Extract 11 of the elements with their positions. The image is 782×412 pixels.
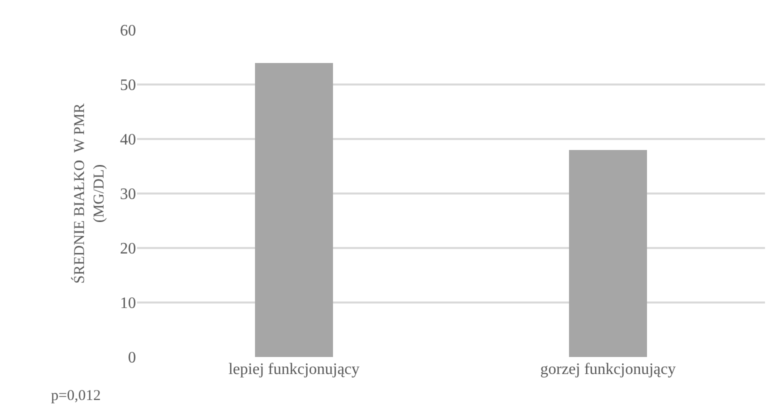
- y-tick-label: 20: [120, 240, 136, 258]
- y-tick-label: 10: [120, 295, 136, 312]
- x-tick-label: gorzej funkcjonujący: [540, 361, 676, 378]
- y-tick-label: 0: [128, 350, 136, 367]
- y-tick-label: 50: [120, 77, 136, 94]
- y-tick-label: 40: [120, 132, 136, 149]
- y-axis-title: ŚREDNIE BIAŁKO W PMR (MG/DL): [70, 103, 108, 284]
- y-tick-label: 60: [120, 22, 136, 40]
- y-tick-label: 30: [120, 186, 136, 204]
- x-tick-label: lepiej funkcjonujący: [228, 361, 360, 378]
- text: p=0,012: [51, 388, 101, 404]
